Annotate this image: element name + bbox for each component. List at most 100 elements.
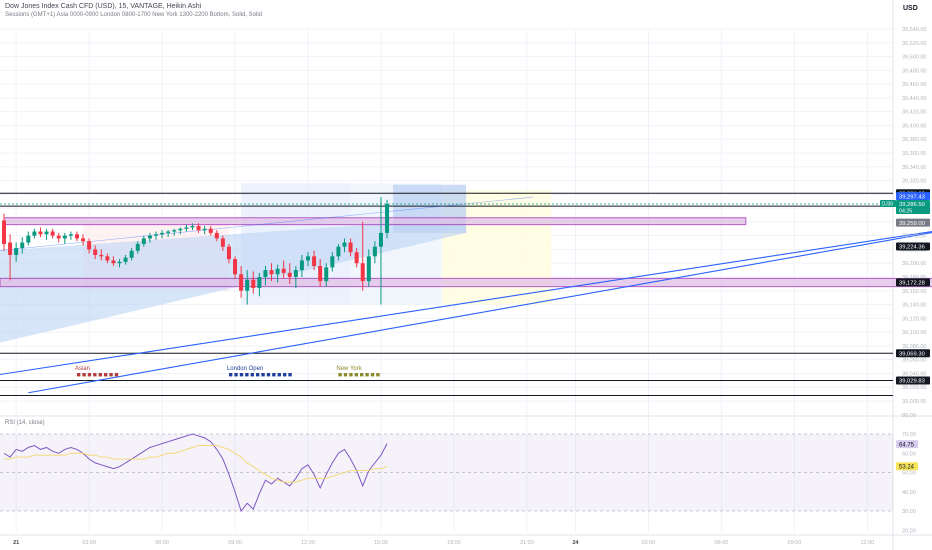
price-tag-8: 39,029.83	[896, 376, 930, 385]
rsi-tick-label: 30.00	[902, 509, 916, 515]
session-marker	[266, 373, 271, 377]
rsi-value-tag-1: 64.75	[896, 440, 918, 448]
candle-body	[154, 234, 158, 236]
candle-body	[50, 231, 55, 236]
candle-body	[366, 256, 371, 282]
price-tag-5-bg	[896, 242, 930, 251]
indicator-legend: Sessions (GMT+1) Asia 0000-0900 London 0…	[5, 12, 262, 18]
candle-body	[287, 272, 292, 277]
price-tag-6: 39,172.28	[896, 278, 930, 287]
candle-body	[93, 249, 98, 255]
time-tick-label: 06:00	[715, 540, 729, 546]
candle-body	[44, 231, 49, 235]
price-tag-7: 39,069.30	[896, 349, 930, 357]
candle-body	[87, 241, 92, 250]
price-tick-label: 39,380.00	[902, 137, 926, 143]
session-marker	[239, 373, 244, 377]
price-tick-label: 39,000.00	[902, 399, 926, 405]
price-tick-label: 39,400.00	[902, 123, 926, 129]
price-tick-label: 39,060.00	[902, 358, 926, 364]
session-marker	[82, 373, 86, 377]
rsi-value-tag-2: 53.24	[896, 462, 918, 470]
session-marker	[282, 373, 287, 377]
candle-body	[245, 279, 250, 291]
candle-body	[26, 235, 31, 243]
candle-body	[141, 238, 146, 244]
candle-body	[105, 256, 110, 261]
price-tick-label: 39,500.00	[902, 55, 926, 61]
price-tag-6-text: 39,172.28	[899, 281, 925, 287]
time-tick-label: 09:00	[228, 540, 242, 546]
candle-body	[293, 270, 298, 277]
candle-body	[62, 235, 67, 239]
time-tick-label: 12:00	[860, 540, 874, 546]
price-tick-label: 39,160.00	[902, 289, 926, 295]
candle-body	[372, 246, 377, 257]
price-tick-label: 39,340.00	[902, 165, 926, 171]
candle-body	[184, 227, 189, 229]
candle-body	[172, 230, 177, 232]
candle-body	[147, 235, 152, 239]
price-tick-label: 39,320.00	[902, 179, 926, 185]
currency-label[interactable]: USD	[903, 5, 918, 12]
price-tag-2-bg	[896, 192, 930, 201]
candle-body	[214, 232, 219, 239]
bar-countdown: 04:25	[899, 208, 912, 214]
price-tag-5: 39,224.36	[896, 242, 930, 251]
candle-body	[117, 261, 122, 264]
session-marker	[76, 373, 81, 377]
session-label-2: London Open	[227, 366, 263, 372]
symbol-tag: DJ30	[880, 199, 896, 207]
candle-body	[330, 256, 335, 268]
session-marker	[250, 373, 254, 377]
candle-body	[14, 248, 19, 255]
rsi-tick-label: 40.00	[902, 490, 916, 496]
session-marker	[338, 373, 342, 377]
session-marker	[234, 373, 238, 377]
time-tick-label: 21:00	[520, 540, 534, 546]
candle-body	[226, 246, 231, 260]
session-marker	[98, 373, 102, 377]
candle-body	[251, 279, 256, 289]
price-tick-label: 39,140.00	[902, 303, 926, 309]
candle-body	[220, 238, 225, 247]
symbol-tag-bg	[880, 199, 896, 207]
price-tick-label: 39,360.00	[902, 151, 926, 157]
trend-line-2	[28, 232, 932, 394]
price-tick-label: 39,180.00	[902, 275, 926, 281]
supply-demand-zone-1	[3, 217, 747, 226]
candle-body	[378, 232, 383, 247]
price-tag-8-text: 39,029.83	[899, 379, 925, 385]
time-tick-label: 21	[13, 540, 19, 546]
candle-body	[68, 234, 73, 236]
last-price-value: 39,286.50	[899, 202, 925, 208]
rsi-value-text: 64.75	[899, 442, 915, 448]
session-marker	[343, 373, 348, 377]
candle-body	[360, 263, 365, 282]
price-tick-label: 39,480.00	[902, 68, 926, 74]
price-tag-8-bg	[896, 376, 930, 385]
session-marker	[376, 373, 380, 377]
price-tag-6-bg	[896, 278, 930, 287]
rsi-tick-label: 50.00	[902, 471, 916, 477]
candle-body	[129, 250, 134, 258]
price-tick-label: 39,100.00	[902, 330, 926, 336]
price-tick-label: 39,220.00	[902, 247, 926, 253]
session-marker	[288, 373, 292, 377]
candle-body	[56, 235, 61, 239]
trend-line-1	[0, 230, 932, 376]
session-marker	[93, 373, 97, 377]
candle-body	[196, 226, 201, 231]
price-tick-label: 39,520.00	[902, 41, 926, 47]
rsi-tick-label: 20.00	[902, 528, 916, 534]
candle-body	[178, 228, 183, 231]
candle-body	[8, 242, 13, 255]
candle-body	[20, 242, 25, 249]
price-tag-4-bg	[896, 218, 930, 227]
candle-body	[99, 254, 104, 257]
candle-body	[160, 232, 165, 235]
candle-body	[336, 246, 341, 257]
price-tick-label: 39,200.00	[902, 261, 926, 267]
